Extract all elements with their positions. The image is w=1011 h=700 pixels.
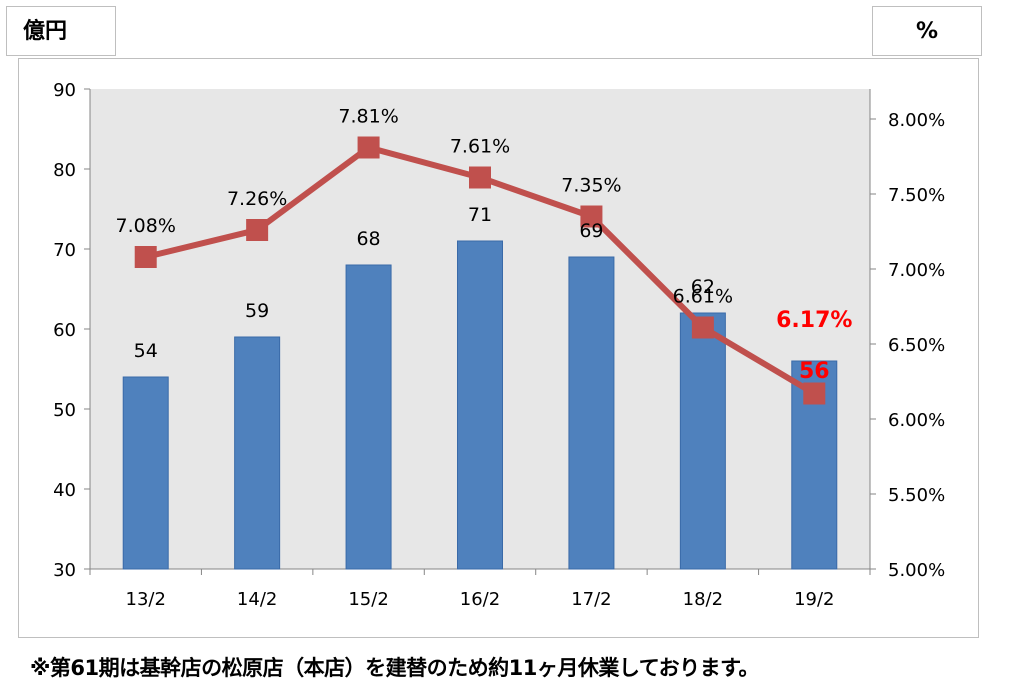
bar: [679, 312, 726, 570]
x-axis-tick-label: 14/2: [237, 589, 277, 610]
right-axis-tick-label: 7.00%: [888, 260, 945, 281]
line-data-label: 7.26%: [227, 188, 287, 210]
left-axis-tick-label: 40: [53, 480, 76, 501]
line-marker: [469, 166, 491, 189]
bar-data-label: 59: [245, 300, 269, 322]
line-data-label: 7.81%: [338, 106, 398, 128]
right-axis-unit-label: %: [872, 6, 982, 56]
left-axis-tick-label: 80: [53, 160, 76, 181]
footnote: ※第61期は基幹店の松原店（本店）を建替のため約11ヶ月休業しております。: [30, 656, 760, 680]
bar: [457, 240, 503, 570]
line-data-label-highlight: 6.17%: [776, 308, 852, 333]
left-axis-tick-label: 90: [53, 80, 76, 101]
bar: [568, 256, 615, 570]
x-axis-tick-label: 15/2: [348, 589, 388, 610]
bar-data-label: 54: [134, 340, 158, 362]
line-marker: [246, 219, 269, 241]
left-axis-unit-label: 億円: [6, 6, 116, 56]
chart-area: 30 40 50 60 70 80 90 5.00% 5.50% 6.00% 6.50% 7.00% 7…: [18, 58, 979, 638]
right-axis-tick-label: 8.00%: [888, 110, 945, 131]
left-axis-tick-label: 30: [53, 560, 76, 581]
left-axis-tick-label: 60: [53, 320, 76, 341]
x-axis-tick-label: 19/2: [794, 589, 834, 610]
line-data-label: 7.61%: [450, 136, 510, 158]
line-marker: [580, 205, 603, 228]
bar-data-label: 62: [691, 276, 715, 298]
x-axis-tick-label: 13/2: [126, 589, 166, 610]
bar: [122, 376, 169, 570]
x-axis-tick-label: 18/2: [683, 589, 723, 610]
line-data-label: 6.61%: [673, 286, 733, 308]
combo-chart: 30 40 50 60 70 80 90 5.00% 5.50% 6.00% 6.50% 7.00% 7…: [53, 80, 945, 610]
right-axis-tick-label: 5.50%: [888, 485, 945, 506]
bar: [345, 264, 392, 570]
right-axis-tick-label: 5.00%: [888, 560, 945, 581]
line-marker: [357, 136, 380, 159]
left-axis-tick-label: 70: [53, 240, 76, 261]
line-marker: [691, 316, 714, 339]
bar-data-label-highlight: 56: [799, 359, 830, 384]
line-data-label: 7.35%: [561, 175, 621, 197]
line-marker: [803, 382, 826, 405]
right-axis-tick-label: 6.00%: [888, 410, 945, 431]
line-marker: [134, 246, 157, 268]
right-axis-tick-label: 6.50%: [888, 335, 945, 356]
x-axis-tick-label: 17/2: [571, 589, 611, 610]
bar-data-label: 69: [579, 220, 603, 242]
bar-data-label: 68: [356, 228, 380, 250]
line-data-label: 7.08%: [116, 215, 176, 237]
bar: [234, 336, 281, 570]
left-axis-tick-label: 50: [53, 400, 76, 421]
right-axis-tick-label: 7.50%: [888, 185, 945, 206]
x-axis-tick-label: 16/2: [460, 589, 500, 610]
bar-data-label: 71: [468, 204, 492, 226]
